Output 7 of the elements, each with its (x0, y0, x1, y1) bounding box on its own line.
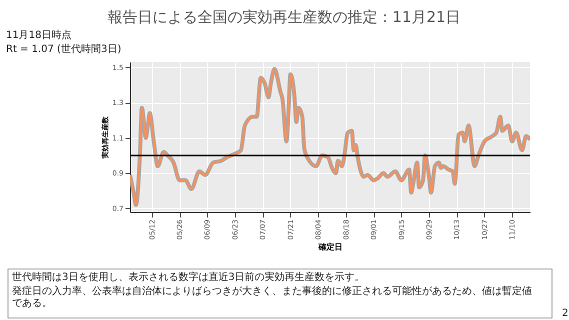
text: 世代時間は3日を使用し、表示される数字は直近3日前の実効再生産数を示す。 (12, 271, 365, 283)
chart-title: 報告日による全国の実効再生産数の推定：11月21日 (107, 8, 461, 26)
x-axis-title: 確定日 (318, 242, 342, 252)
text: Rt = 1.07 (世代時間3日) (6, 43, 122, 55)
text: 11月18日時点 (6, 29, 72, 41)
text: 発症日の入力率、公表率は自治体によりばらつきが大きく、また事後的に修正される可能性があるため、値は暫定値である。 (12, 285, 532, 309)
text: 2 (562, 308, 568, 319)
